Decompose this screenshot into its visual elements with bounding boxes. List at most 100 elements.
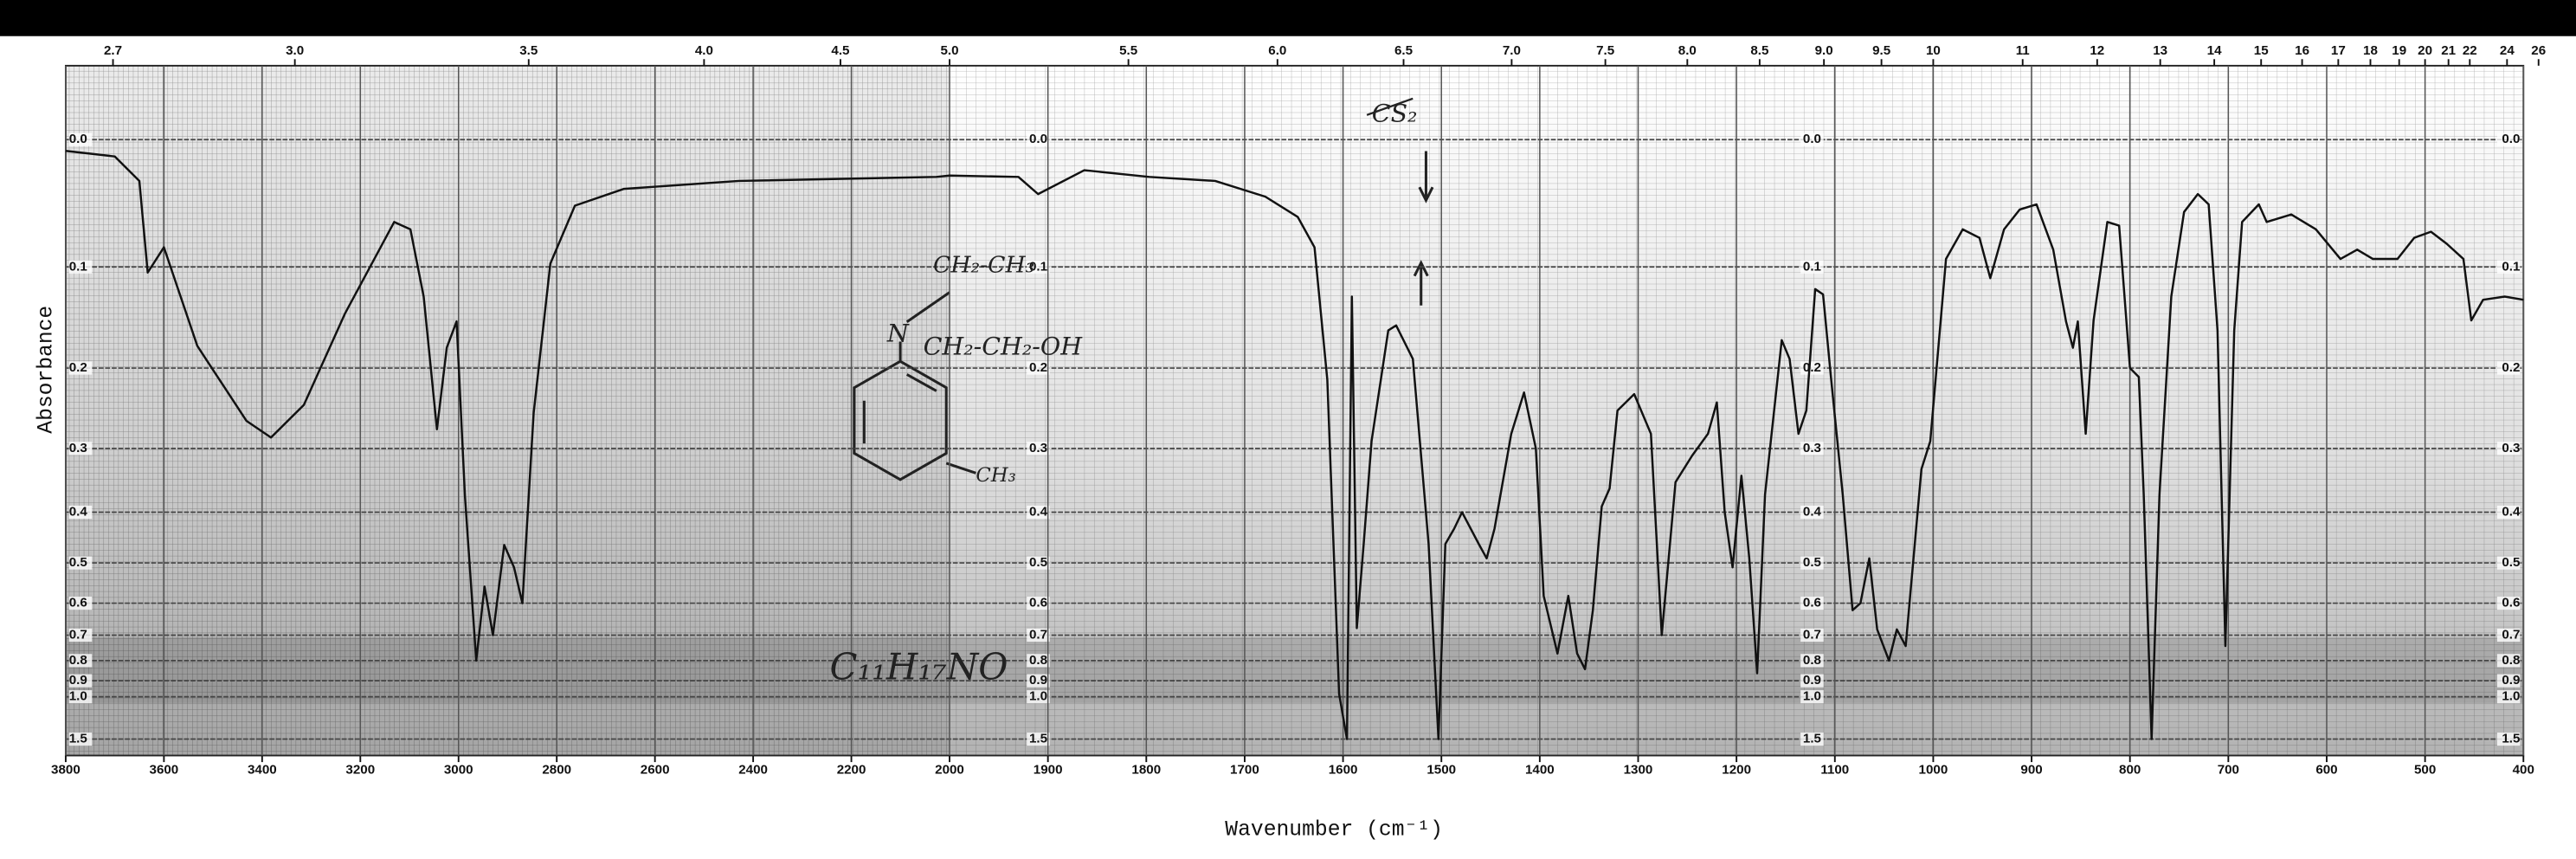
y-tick-label: 1.0	[1029, 689, 1047, 704]
y-tick-label: 0.6	[2502, 596, 2520, 610]
y-tick-label: 0.8	[69, 653, 87, 668]
tick-label-bg	[2496, 260, 2521, 274]
x2-tick-label: 3.5	[519, 43, 538, 58]
x2-tick-label: 18	[2363, 43, 2378, 58]
annotation-ethyl: CH₂-CH₃	[933, 251, 1034, 278]
x-tick-label: 700	[2218, 763, 2239, 778]
x-tick-label: 1700	[1230, 763, 1259, 778]
x-tick-label: 500	[2414, 763, 2436, 778]
tick-label-bg	[1800, 628, 1824, 643]
x2-tick-label: 10	[1926, 43, 1941, 58]
y-tick-label: 0.4	[1803, 505, 1822, 520]
y-tick-label: 0.6	[69, 596, 87, 610]
x-tick-label: 2800	[542, 763, 571, 778]
x2-tick-label: 13	[2153, 43, 2167, 58]
x2-tick-label: 9.5	[1872, 43, 1890, 58]
y-tick-label: 0.0	[1803, 132, 1821, 146]
x-tick-label: 900	[2020, 763, 2042, 778]
x2-tick-label: 4.0	[695, 43, 713, 58]
annotation-nitrogen: N	[886, 319, 910, 347]
x-tick-label: 1500	[1426, 763, 1456, 778]
x-tick-label: 2200	[837, 763, 866, 778]
y-axis-title: Absorbance	[35, 306, 59, 434]
x-tick-label: 3400	[248, 763, 277, 778]
tick-label-bg	[68, 505, 93, 520]
x2-tick-label: 20	[2418, 43, 2432, 58]
x2-tick-label: 9.0	[1815, 43, 1833, 58]
y-tick-label: 0.7	[1803, 628, 1821, 643]
x-tick-label: 1200	[1722, 763, 1751, 778]
x-tick-label: 1900	[1034, 763, 1063, 778]
tick-label-bg	[1027, 596, 1050, 610]
x-tick-label: 3000	[444, 763, 473, 778]
x-tick-label: 3200	[345, 763, 375, 778]
tick-label-bg	[1800, 556, 1824, 570]
y-tick-label: 1.0	[69, 689, 87, 704]
x2-tick-label: 8.5	[1750, 43, 1768, 58]
scan-border	[0, 0, 2576, 36]
y-tick-label: 0.1	[2502, 259, 2520, 274]
x-tick-label: 1100	[1820, 763, 1849, 778]
spectrum-line	[65, 150, 2524, 740]
x2-tick-label: 7.0	[1503, 43, 1521, 58]
y-tick-label: 0.9	[69, 673, 87, 688]
x2-tick-label: 16	[2295, 43, 2309, 58]
y-tick-label: 0.3	[1029, 441, 1047, 455]
y-tick-label: 0.7	[2502, 628, 2520, 643]
tick-label-bg	[2496, 628, 2521, 643]
y-tick-label: 0.5	[69, 555, 87, 570]
tick-label-bg	[68, 556, 93, 570]
y-tick-label: 0.4	[2502, 505, 2521, 520]
x2-tick-label: 26	[2531, 43, 2546, 58]
annotation-methyl: CH₃	[976, 464, 1015, 487]
tick-label-bg	[68, 732, 93, 746]
x-tick-label: 1400	[1525, 763, 1555, 778]
y-tick-label: 0.1	[1029, 259, 1047, 274]
x2-tick-label: 17	[2331, 43, 2346, 58]
y-tick-label: 0.4	[69, 505, 88, 520]
tick-label-bg	[2496, 442, 2521, 455]
tick-label-bg	[1027, 260, 1050, 274]
x-tick-label: 2000	[935, 763, 964, 778]
tick-label-bg	[1800, 654, 1824, 668]
tick-label-bg	[1027, 505, 1050, 520]
tick-label-bg	[68, 260, 93, 274]
tick-label-bg	[68, 132, 93, 146]
y-tick-label: 0.0	[69, 132, 87, 146]
tick-label-bg	[68, 442, 93, 455]
tick-label-bg	[2496, 690, 2521, 704]
x2-tick-label: 14	[2207, 43, 2222, 58]
y-tick-label: 0.0	[1029, 132, 1047, 146]
x2-tick-label: 11	[2016, 43, 2030, 58]
x2-tick-label: 7.5	[1596, 43, 1614, 58]
tick-label-bg	[68, 690, 93, 704]
x2-tick-label: 2.7	[104, 43, 122, 58]
x-tick-label: 400	[2513, 763, 2534, 778]
tick-label-bg	[1027, 674, 1050, 688]
tick-label-bg	[1027, 132, 1050, 146]
tick-label-bg	[1800, 690, 1824, 704]
y-tick-label: 0.6	[1029, 596, 1047, 610]
y-tick-label: 1.5	[69, 732, 87, 746]
tick-label-bg	[1027, 732, 1050, 746]
tick-label-bg	[2496, 654, 2521, 668]
x2-tick-label: 21	[2441, 43, 2456, 58]
tick-label-bg	[1800, 132, 1824, 146]
tick-label-bg	[2496, 556, 2521, 570]
x-tick-label: 3800	[51, 763, 80, 778]
tick-label-bg	[2496, 674, 2521, 688]
tick-label-bg	[68, 596, 93, 610]
tick-label-bg	[2496, 732, 2521, 746]
tick-label-bg	[1027, 361, 1050, 375]
tick-label-bg	[1800, 260, 1824, 274]
x2-tick-label: 15	[2254, 43, 2269, 58]
y-tick-label: 1.5	[1029, 732, 1047, 746]
x-tick-label: 1300	[1624, 763, 1653, 778]
y-tick-label: 0.3	[69, 441, 87, 455]
x2-tick-label: 24	[2500, 43, 2515, 58]
x2-tick-label: 5.0	[940, 43, 958, 58]
x2-tick-label: 5.5	[1119, 43, 1137, 58]
annotation-formula: C₁₁H₁₇NO	[829, 645, 1008, 688]
x2-tick-label: 6.0	[1268, 43, 1286, 58]
x2-tick-label: 12	[2090, 43, 2104, 58]
